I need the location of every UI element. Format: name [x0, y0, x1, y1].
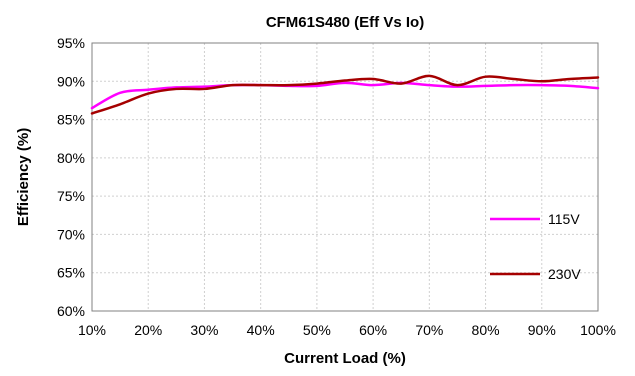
y-tick-label: 65%	[57, 265, 85, 281]
series-line-115v	[90, 81, 600, 110]
legend-label: 230V	[548, 266, 581, 282]
x-tick-label: 10%	[78, 322, 106, 338]
y-tick-label: 85%	[57, 112, 85, 128]
y-tick-label: 95%	[57, 35, 85, 51]
legend: 115V 230V	[490, 211, 581, 282]
x-axis-title: Current Load (%)	[284, 350, 406, 367]
x-tick-label: 90%	[528, 322, 556, 338]
y-axis-ticks: 60% 65% 70% 75% 80% 85% 90% 95%	[57, 35, 85, 319]
y-tick-label: 75%	[57, 188, 85, 204]
x-tick-label: 80%	[472, 322, 500, 338]
x-tick-label: 30%	[190, 322, 218, 338]
x-tick-label: 60%	[359, 322, 387, 338]
y-tick-label: 60%	[57, 303, 85, 319]
x-tick-label: 40%	[247, 322, 275, 338]
x-tick-label: 50%	[303, 322, 331, 338]
legend-label: 115V	[548, 211, 580, 227]
plot-border	[91, 42, 599, 312]
series-line-230v	[90, 74, 600, 115]
y-tick-label: 90%	[57, 73, 85, 89]
series-lines	[90, 74, 600, 115]
x-tick-label: 20%	[134, 322, 162, 338]
y-tick-label: 70%	[57, 226, 85, 242]
chart-title: CFM61S480 (Eff Vs Io)	[266, 14, 424, 31]
x-axis-ticks: 10% 20% 30% 40% 50% 60% 70% 80% 90% 100%	[78, 322, 616, 338]
x-tick-label: 100%	[580, 322, 616, 338]
x-tick-label: 70%	[415, 322, 443, 338]
y-tick-label: 80%	[57, 150, 85, 166]
y-axis-title: Efficiency (%)	[15, 128, 32, 226]
